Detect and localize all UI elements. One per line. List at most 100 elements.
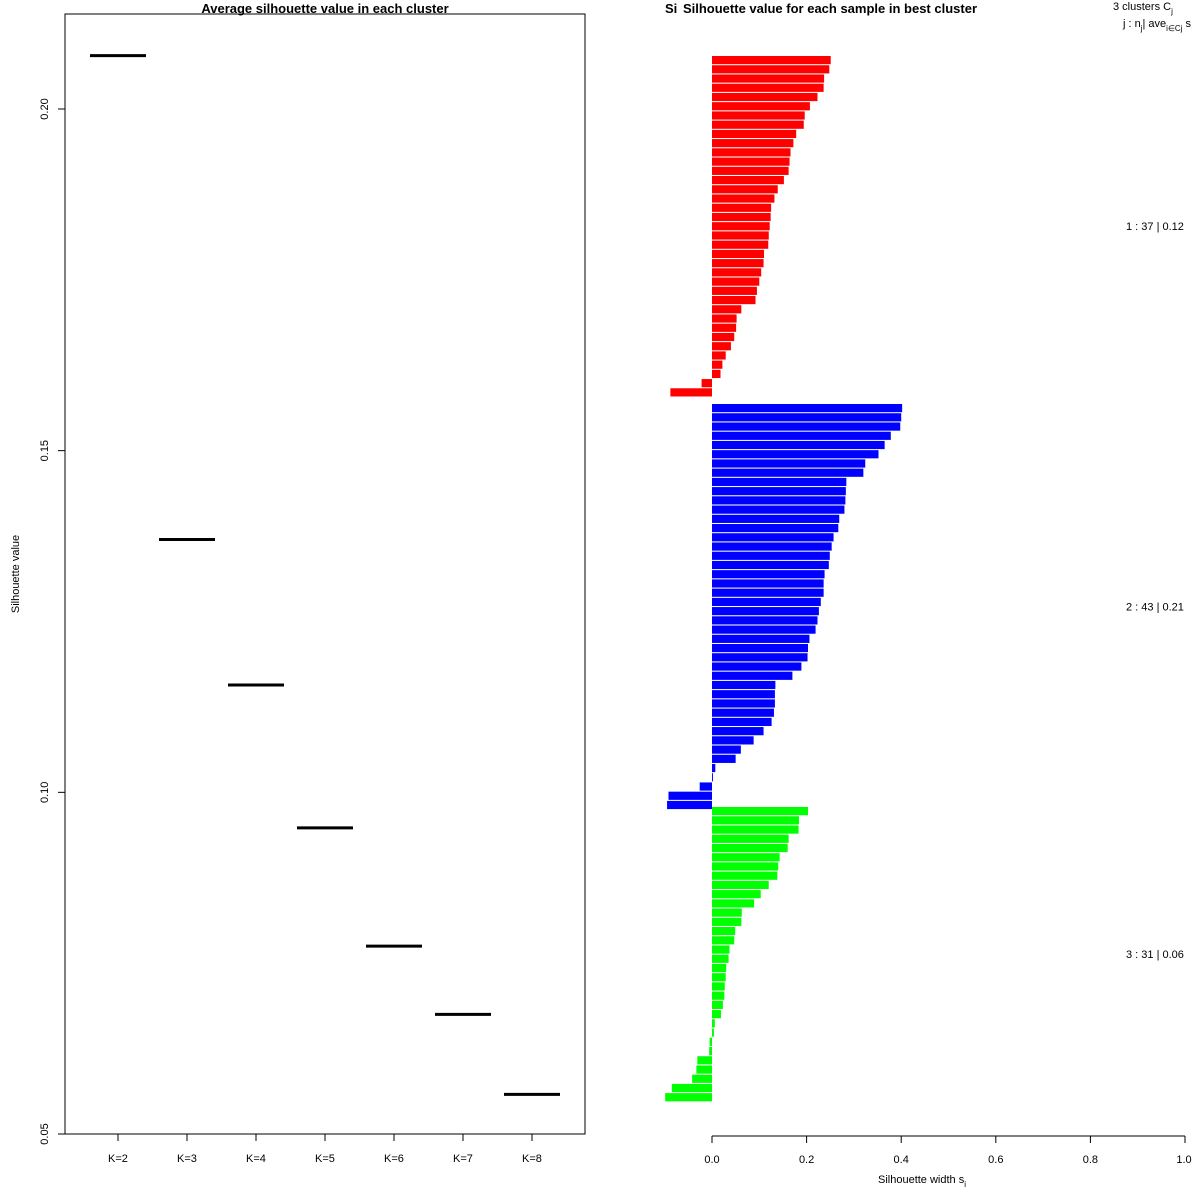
silhouette-bar bbox=[712, 899, 755, 908]
silhouette-bar bbox=[712, 111, 805, 120]
silhouette-bar bbox=[712, 404, 903, 413]
silhouette-bar bbox=[712, 754, 736, 763]
left-x-tick-label: K=8 bbox=[522, 1153, 542, 1165]
silhouette-bar bbox=[712, 625, 816, 634]
silhouette-bar bbox=[712, 369, 721, 379]
cluster-3-label: 3 : 31 | 0.06 bbox=[1126, 949, 1184, 961]
silhouette-bar bbox=[712, 514, 840, 523]
silhouette-bar bbox=[712, 459, 866, 468]
silhouette-bar bbox=[712, 653, 808, 662]
silhouette-bar bbox=[712, 671, 793, 680]
cluster-3-bars bbox=[665, 807, 809, 1102]
silhouette-bar bbox=[712, 680, 776, 690]
silhouette-bar bbox=[712, 323, 737, 332]
silhouette-bar bbox=[712, 129, 797, 139]
silhouette-bar bbox=[701, 379, 712, 388]
silhouette-bar bbox=[667, 800, 712, 810]
silhouette-bar bbox=[712, 268, 762, 277]
silhouette-bar bbox=[709, 1046, 712, 1056]
silhouette-bar bbox=[712, 342, 731, 351]
silhouette-bar bbox=[712, 240, 769, 249]
silhouette-bar bbox=[712, 157, 790, 166]
silhouette-bar bbox=[712, 597, 821, 607]
silhouette-bar bbox=[712, 259, 764, 268]
silhouette-bar bbox=[712, 607, 819, 616]
silhouette-bar bbox=[712, 699, 775, 708]
silhouette-bar bbox=[712, 523, 839, 533]
silhouette-bar bbox=[712, 773, 713, 782]
silhouette-bar bbox=[712, 1010, 721, 1019]
silhouette-bar bbox=[712, 853, 780, 862]
cluster-2-bars bbox=[667, 404, 903, 810]
silhouette-bar bbox=[712, 468, 864, 477]
silhouette-bar bbox=[712, 662, 802, 671]
silhouette-bar bbox=[712, 286, 757, 295]
silhouette-bar bbox=[712, 908, 742, 917]
left-x-axis: K=2 K=3 K=4 K=5 K=6 K=7 K=8 bbox=[108, 1134, 542, 1165]
silhouette-bar bbox=[712, 862, 779, 871]
silhouette-bar bbox=[712, 74, 825, 83]
left-x-tick-label: K=6 bbox=[384, 1153, 404, 1165]
silhouette-bar bbox=[712, 102, 810, 111]
silhouette-bar bbox=[712, 936, 735, 945]
left-x-tick-label: K=2 bbox=[108, 1153, 128, 1165]
silhouette-bar bbox=[712, 231, 769, 240]
silhouette-bar bbox=[712, 1028, 714, 1037]
left-y-label: Silhouette value bbox=[10, 535, 22, 613]
silhouette-bar bbox=[712, 973, 726, 982]
silhouette-bar bbox=[712, 496, 846, 505]
silhouette-bar bbox=[712, 65, 830, 74]
left-title: Average silhouette value in each cluster bbox=[201, 1, 448, 16]
silhouette-bar bbox=[712, 139, 794, 148]
silhouette-bar bbox=[712, 616, 818, 625]
silhouette-bar bbox=[712, 477, 847, 487]
cluster-1-bars bbox=[670, 56, 831, 397]
silhouette-bar bbox=[692, 1074, 712, 1083]
left-x-tick-label: K=3 bbox=[177, 1153, 197, 1165]
left-marks bbox=[90, 54, 560, 1096]
left-panel: Average silhouette value in each cluster… bbox=[10, 1, 586, 1165]
silhouette-bar bbox=[712, 643, 809, 653]
silhouette-bar bbox=[712, 1000, 723, 1010]
silhouette-bar bbox=[712, 560, 829, 570]
silhouette-bar bbox=[712, 843, 788, 853]
silhouette-bar bbox=[699, 782, 712, 791]
silhouette-bar bbox=[670, 388, 712, 397]
silhouette-bars bbox=[665, 56, 903, 1102]
right-panel: Silhouette value for each sample in best… bbox=[665, 1, 1192, 1189]
silhouette-bar bbox=[712, 982, 725, 991]
left-y-tick-label: 0.15 bbox=[39, 440, 51, 461]
legend-header-line1: 3 clusters Cj bbox=[1113, 1, 1173, 16]
cluster-2-label: 2 : 43 | 0.21 bbox=[1126, 602, 1184, 614]
silhouette-bar bbox=[712, 295, 756, 305]
silhouette-bar bbox=[712, 542, 832, 551]
silhouette-bar bbox=[712, 708, 774, 717]
silhouette-bar bbox=[712, 634, 810, 643]
silhouette-bar bbox=[712, 332, 735, 342]
right-x-tick-label: 0.6 bbox=[988, 1154, 1003, 1166]
silhouette-bar bbox=[712, 212, 771, 222]
right-x-tick-label: 0.4 bbox=[894, 1154, 909, 1166]
right-title: Silhouette value for each sample in best… bbox=[683, 1, 977, 16]
silhouette-bar bbox=[712, 314, 737, 323]
silhouette-bar bbox=[712, 690, 775, 699]
right-x-axis: 0.0 0.2 0.4 0.6 0.8 1.0 bbox=[704, 1135, 1192, 1166]
silhouette-bar bbox=[712, 422, 901, 431]
silhouette-bar bbox=[709, 1037, 712, 1046]
silhouette-bar bbox=[665, 1093, 712, 1102]
cluster-labels: 1 : 37 | 0.12 2 : 43 | 0.21 3 : 31 | 0.06 bbox=[1126, 221, 1184, 961]
silhouette-bar bbox=[712, 991, 725, 1000]
silhouette-bar bbox=[712, 871, 778, 880]
silhouette-bar bbox=[712, 203, 772, 212]
left-x-tick-label: K=5 bbox=[315, 1153, 335, 1165]
right-title-overlap: Si bbox=[665, 1, 677, 16]
silhouette-bar bbox=[712, 736, 754, 745]
silhouette-bar bbox=[712, 194, 775, 203]
left-y-axis: 0.05 0.10 0.15 0.20 bbox=[39, 98, 65, 1145]
silhouette-bar bbox=[712, 807, 809, 816]
left-y-tick-label: 0.10 bbox=[39, 782, 51, 803]
silhouette-bar bbox=[712, 83, 824, 92]
right-x-tick-label: 0.2 bbox=[799, 1154, 814, 1166]
silhouette-bar bbox=[712, 717, 772, 727]
